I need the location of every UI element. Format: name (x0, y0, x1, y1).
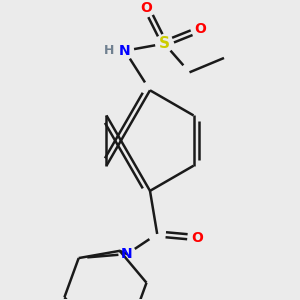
Text: N: N (121, 247, 133, 261)
Text: O: O (140, 1, 152, 15)
Text: N: N (119, 44, 131, 58)
Text: O: O (191, 231, 203, 244)
Text: S: S (159, 36, 170, 51)
Text: O: O (194, 22, 206, 36)
Text: H: H (104, 44, 114, 57)
